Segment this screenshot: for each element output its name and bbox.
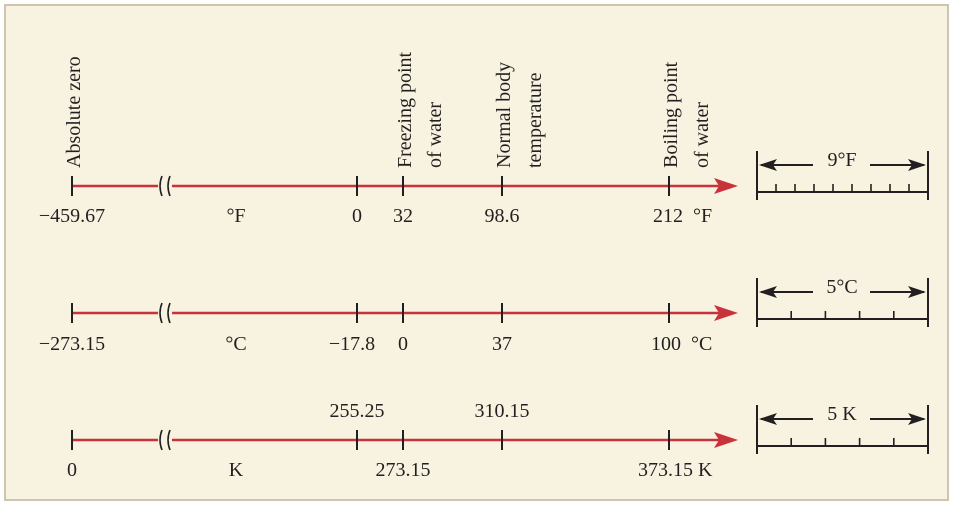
arrow-right-icon (908, 286, 926, 298)
kelvin-interval-label: 5 K (827, 403, 857, 425)
axis-arrowhead (714, 178, 738, 194)
kelvin-freezing-value: 273.15 (376, 459, 431, 481)
celsius-body-value: 37 (492, 333, 512, 355)
body-temperature-label-line2: temperature (524, 72, 546, 168)
absolute-zero-label: Absolute zero (63, 56, 85, 168)
freezing-point-label-line2: of water (424, 102, 446, 168)
fahrenheit-unit-label: °F (226, 205, 245, 227)
celsius-unit-label: °C (225, 333, 246, 355)
kelvin-unit-label: K (229, 459, 244, 481)
fahrenheit-body-value: 98.6 (485, 205, 520, 227)
boiling-point-label-line2: of water (691, 102, 713, 168)
kelvin-absolute-zero-value: 0 (67, 459, 77, 481)
fahrenheit-boiling-value: 212 °F (653, 205, 712, 227)
kelvin-fahrenheit-zero-value: 255.25 (330, 400, 385, 422)
kelvin-boiling-value: 373.15 K (638, 459, 713, 481)
fahrenheit-zero-value: 0 (352, 205, 362, 227)
freezing-point-label-line1: Freezing point (394, 51, 416, 168)
fahrenheit-interval-label: 9°F (827, 149, 856, 171)
fahrenheit-absolute-zero-value: −459.67 (39, 205, 105, 227)
celsius-boiling-value: 100 °C (651, 333, 712, 355)
celsius-interval-label: 5°C (826, 276, 857, 298)
arrow-left-icon (759, 159, 777, 171)
celsius-absolute-zero-value: −273.15 (39, 333, 105, 355)
fahrenheit-freezing-value: 32 (393, 205, 413, 227)
arrow-left-icon (759, 286, 777, 298)
boiling-point-label-line1: Boiling point (660, 61, 682, 168)
axis-arrowhead (714, 432, 738, 448)
axis-arrowhead (714, 305, 738, 321)
axis-break-icon (159, 302, 171, 324)
axis-break-icon (159, 175, 171, 197)
arrow-right-icon (908, 413, 926, 425)
celsius-freezing-value: 0 (398, 333, 408, 355)
figure-frame (4, 4, 949, 501)
arrow-left-icon (759, 413, 777, 425)
kelvin-body-value: 310.15 (475, 400, 530, 422)
axis-break-icon (159, 429, 171, 451)
body-temperature-label-line1: Normal body (493, 62, 515, 168)
arrow-right-icon (908, 159, 926, 171)
celsius-fahrenheit-zero-value: −17.8 (329, 333, 375, 355)
